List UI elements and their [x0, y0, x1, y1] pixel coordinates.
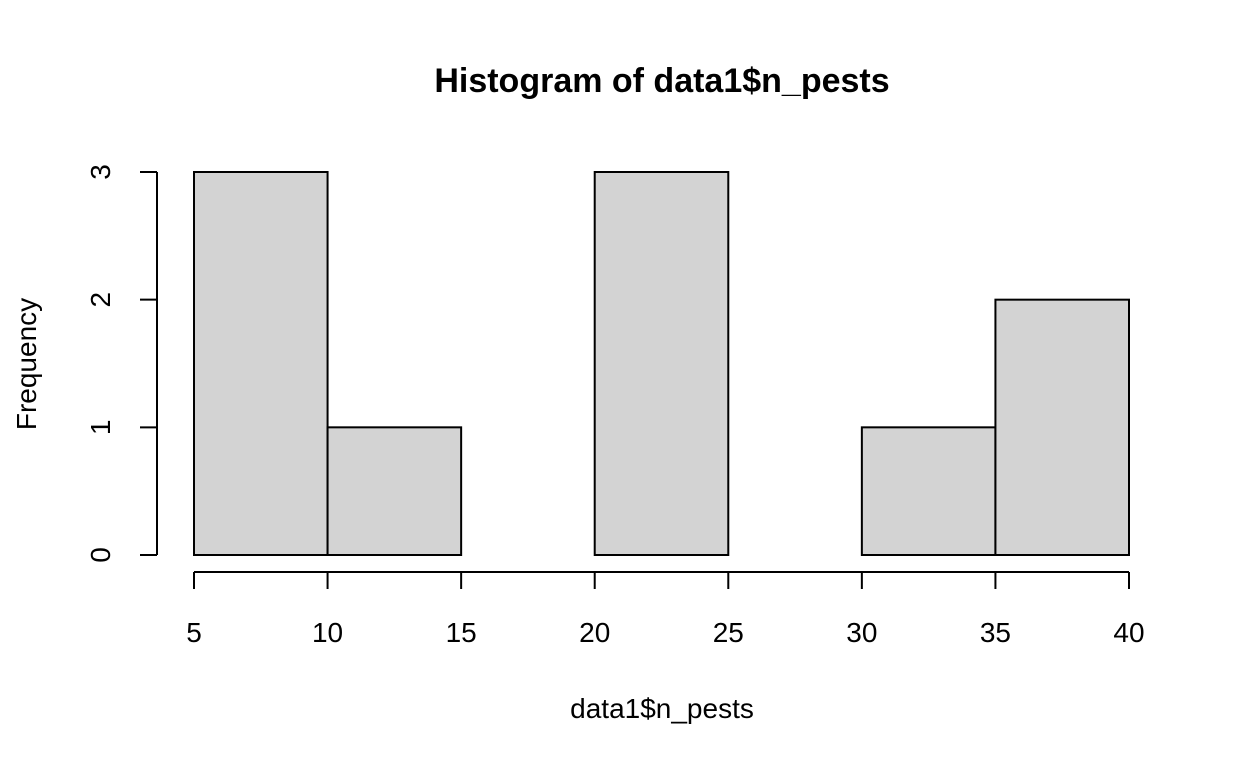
x-tick-label-15: 15: [446, 617, 477, 648]
x-tick-label-35: 35: [980, 617, 1011, 648]
x-tick-label-25: 25: [713, 617, 744, 648]
chart-title: Histogram of data1$n_pests: [434, 62, 889, 100]
histogram-bar-20-25: [593, 171, 730, 556]
x-axis: 5 10 15 20 25 30 35 40: [186, 571, 1145, 648]
x-tick-label-20: 20: [579, 617, 610, 648]
x-axis-label: data1$n_pests: [570, 693, 754, 724]
histogram-bar-5-10: [193, 171, 329, 556]
x-tick-label-40: 40: [1113, 617, 1144, 648]
y-tick-label-0: 0: [85, 547, 116, 563]
y-axis-label: Frequency: [11, 298, 42, 430]
y-tick-label-2: 2: [85, 292, 116, 308]
histogram-bar-10-15: [326, 426, 463, 557]
histogram-bar-30-35: [860, 426, 997, 557]
y-tick-label-1: 1: [85, 420, 116, 436]
x-tick-label-10: 10: [312, 617, 343, 648]
bars-group: [193, 171, 1131, 557]
y-tick-label-3: 3: [85, 164, 116, 180]
x-tick-label-30: 30: [846, 617, 877, 648]
y-axis: 0 1 2 3: [85, 164, 158, 563]
x-tick-label-5: 5: [186, 617, 202, 648]
histogram-bar-35-40: [994, 298, 1131, 556]
